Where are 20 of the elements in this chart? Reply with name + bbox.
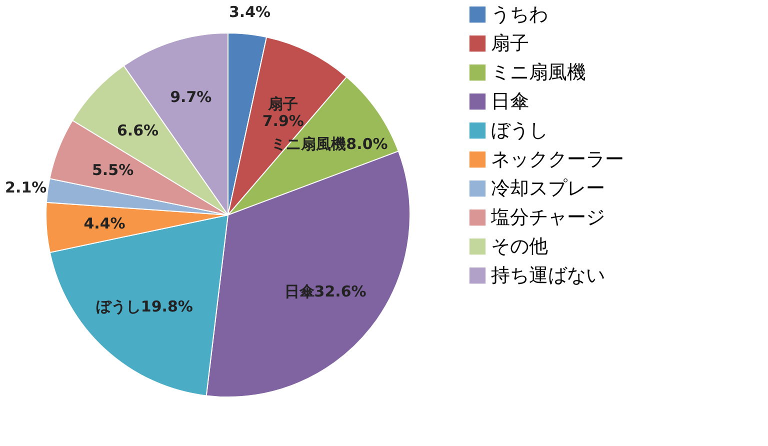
data-label: 4.4% <box>84 214 126 233</box>
legend-label: 日傘 <box>491 90 529 112</box>
data-label: 9.7% <box>170 88 212 106</box>
legend-label: 冷却スプレー <box>491 178 605 200</box>
legend-label: うちわ <box>491 4 548 26</box>
data-label: 5.5% <box>92 160 134 179</box>
data-label: 扇子 7.9% <box>262 95 304 130</box>
legend-label: ぼうし <box>491 120 548 142</box>
legend-label: 扇子 <box>491 32 529 54</box>
legend-label: その他 <box>491 236 548 258</box>
data-label: 日傘32.6% <box>284 282 366 300</box>
data-label: 6.6% <box>116 121 159 140</box>
legend-label: ミニ扇風機 <box>491 62 586 84</box>
data-label: ミニ扇風機8.0% <box>271 135 388 154</box>
data-label: 3.4% <box>228 3 271 22</box>
data-label: ぼうし19.8% <box>96 297 193 316</box>
legend-label: ネッククーラー <box>491 148 624 170</box>
legend-label: 持ち運ばない <box>491 264 605 286</box>
data-label: 2.1% <box>5 178 47 197</box>
legend-label: 塩分チャージ <box>490 206 605 228</box>
